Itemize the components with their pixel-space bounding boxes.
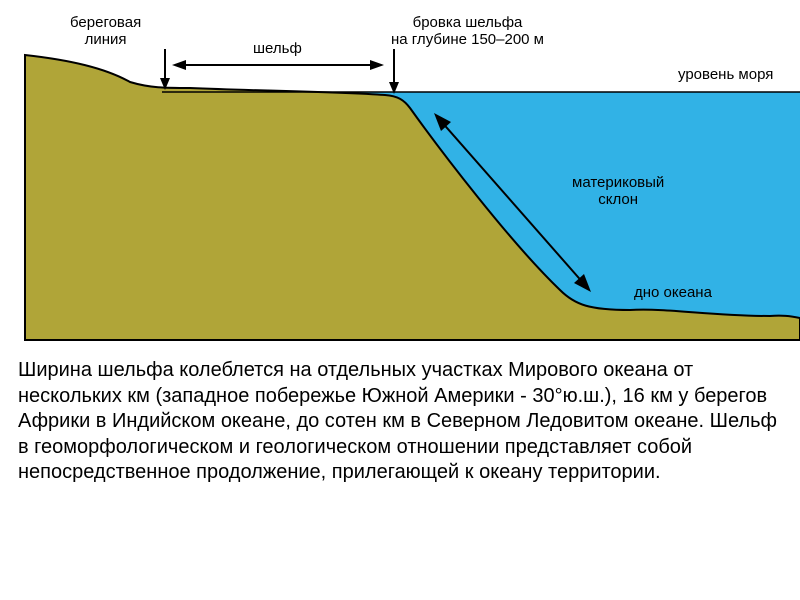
shelf-arrow-right	[370, 60, 384, 70]
sea-level-label: уровень моря	[678, 66, 773, 83]
shelf-arrow-left	[172, 60, 186, 70]
coastline-label: береговаялиния	[70, 14, 141, 49]
continental-slope-label: материковыйсклон	[572, 174, 664, 209]
shelf-edge-label: бровка шельфана глубине 150–200 м	[391, 14, 544, 49]
description-text: Ширина шельфа колеблется на отдельных уч…	[0, 350, 800, 486]
ocean-shelf-diagram: береговаялиния шельф бровка шельфана глу…	[0, 0, 800, 350]
shelf-label: шельф	[253, 40, 302, 57]
ocean-floor-label: дно океана	[634, 284, 712, 301]
